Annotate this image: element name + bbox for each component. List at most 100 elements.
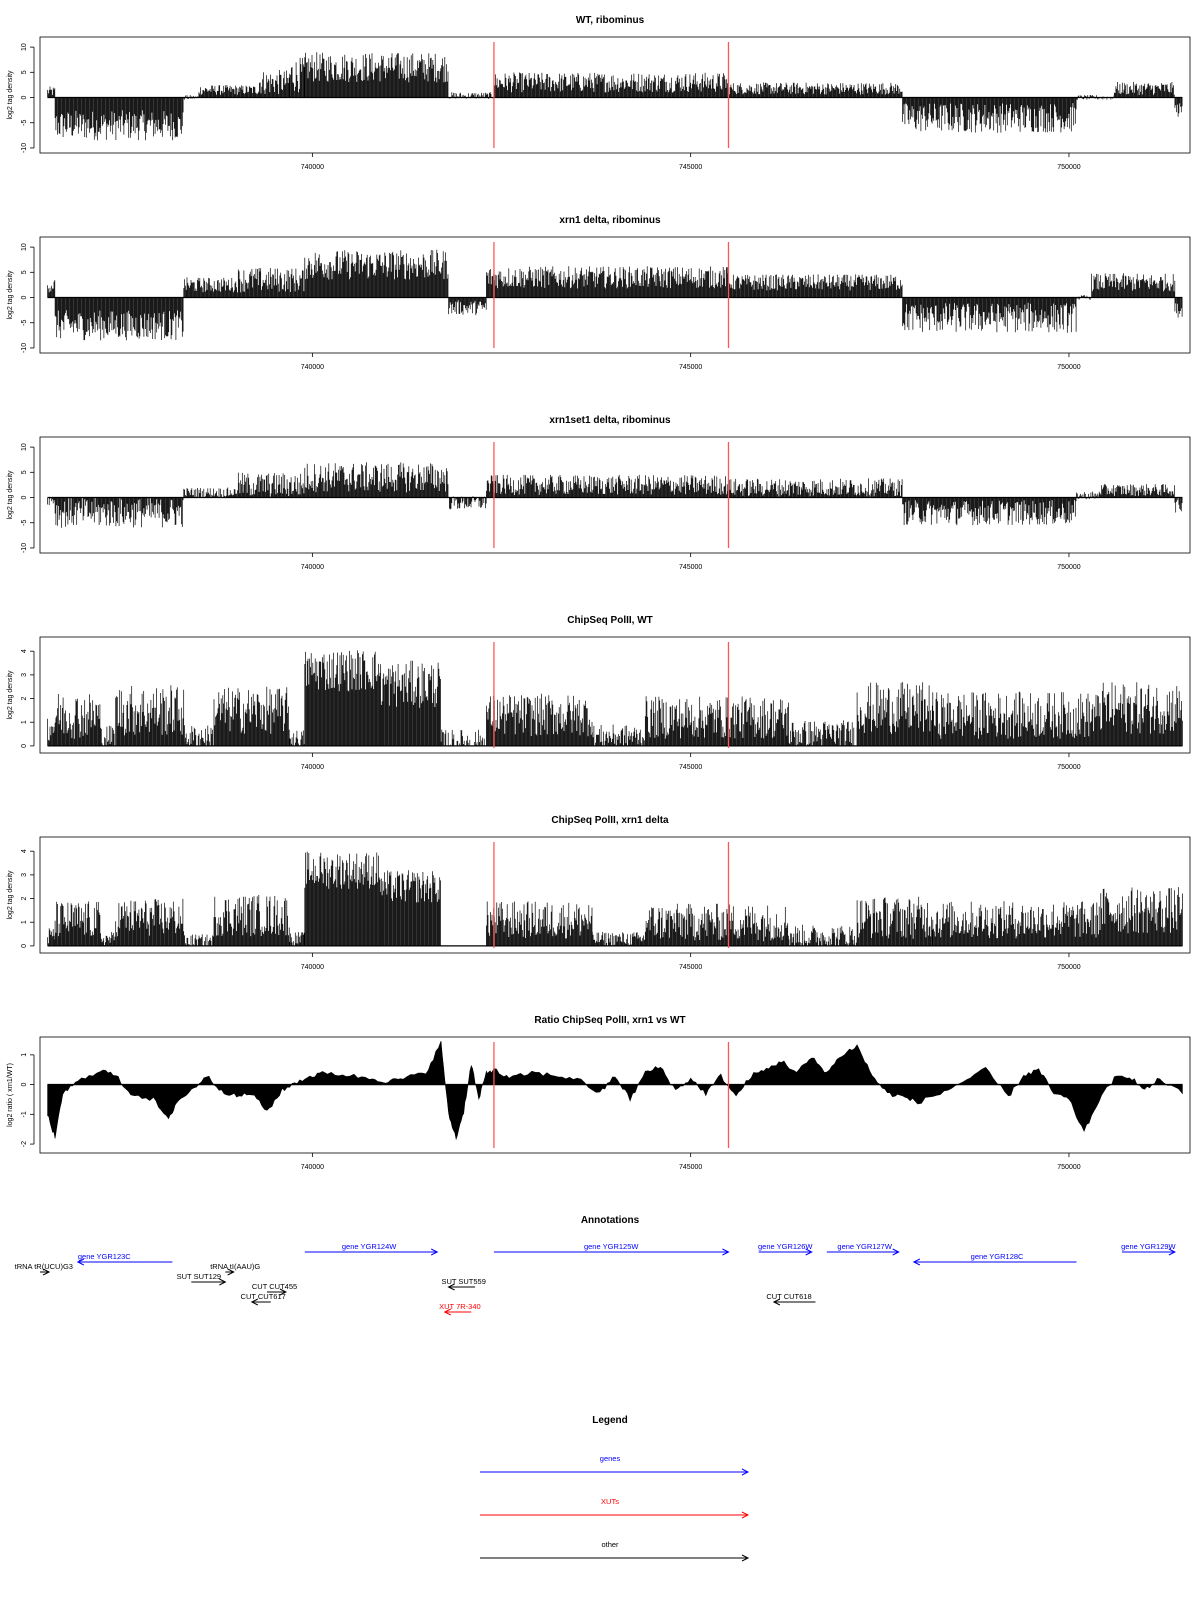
panel-title: xrn1set1 delta, ribominus: [549, 415, 671, 426]
y-axis-label: log2 tag density: [7, 270, 14, 320]
arrow-head: [805, 1248, 813, 1256]
legend-label: other: [601, 1540, 619, 1549]
data-bars: [47, 650, 1183, 746]
x-tick-label: 750000: [1057, 964, 1080, 971]
y-tick-label: -5: [21, 320, 28, 326]
y-tick-label: 1: [21, 920, 28, 924]
panel-title: Ratio ChipSeq PolII, xrn1 vs WT: [534, 1015, 685, 1026]
x-tick-label: 740000: [301, 1164, 324, 1171]
x-tick-label: 745000: [679, 364, 702, 371]
arrow-head: [1168, 1248, 1176, 1256]
y-tick-label: -10: [21, 143, 28, 153]
y-tick-label: -5: [21, 520, 28, 526]
feature-label: gene YGR127W: [837, 1242, 892, 1251]
x-tick-label: 740000: [301, 764, 324, 771]
y-tick-label: 4: [21, 849, 28, 853]
panel-title: WT, ribominus: [576, 15, 645, 26]
y-tick-label: 5: [21, 270, 28, 274]
y-tick-label: 5: [21, 470, 28, 474]
y-axis-label: log2 tag density: [7, 470, 14, 520]
plot-frame: [39, 36, 1191, 154]
ratio-area: [47, 1040, 1183, 1141]
panel-title: xrn1 delta, ribominus: [559, 215, 661, 226]
x-tick-label: 750000: [1057, 1164, 1080, 1171]
y-tick-label: -5: [21, 120, 28, 126]
feature-label: SUT SUT129: [177, 1272, 221, 1281]
x-tick-label: 750000: [1057, 764, 1080, 771]
arrow-head: [227, 1268, 235, 1276]
arrow-head: [912, 1258, 921, 1266]
feature-label: gene YGR125W: [584, 1242, 639, 1251]
y-tick-label: -1: [21, 1111, 28, 1117]
panel-5: ChipSeq PolII, xrn1 delta 0 1 2 3 4 log2 tag d…: [7, 815, 1191, 971]
data-bars: [47, 851, 1183, 946]
data-bars: [47, 249, 1183, 341]
feature-label: tRNA tI(AAU)G: [210, 1262, 260, 1271]
arrow-head: [892, 1248, 900, 1256]
panel-1: WT, ribominus -10 -5 0 5 10 log2 tag density 74…: [7, 15, 1191, 171]
x-tick-label: 740000: [301, 964, 324, 971]
y-tick-label: 0: [21, 1083, 28, 1087]
x-tick-label: 750000: [1057, 364, 1080, 371]
feature-label: gene YGR128C: [971, 1252, 1024, 1261]
x-tick-label: 745000: [679, 564, 702, 571]
panel-4: ChipSeq PolII, WT 0 1 2 3 4 log2 tag density 74…: [7, 615, 1191, 771]
y-tick-label: 2: [21, 697, 28, 701]
y-tick-label: 3: [21, 873, 28, 877]
arrow-head: [443, 1308, 451, 1316]
feature-label: gene YGR124W: [342, 1242, 397, 1251]
feature-label: gene YGR126W: [758, 1242, 813, 1251]
arrow-head: [279, 1288, 288, 1296]
y-axis-label: log2 tag density: [7, 70, 14, 120]
y-tick-label: -2: [21, 1141, 28, 1147]
y-tick-label: 0: [21, 944, 28, 948]
arrow-head: [741, 1554, 750, 1562]
arrow-head: [250, 1298, 259, 1306]
y-tick-label: 5: [21, 70, 28, 74]
arrow-head: [741, 1468, 750, 1476]
legend-label: genes: [600, 1454, 621, 1463]
feature-label: SUT SUT559: [441, 1277, 485, 1286]
x-tick-label: 745000: [679, 764, 702, 771]
panel-3: xrn1set1 delta, ribominus -10 -5 0 5 10 log2 t…: [7, 415, 1191, 571]
x-tick-label: 745000: [679, 164, 702, 171]
y-tick-label: -10: [21, 343, 28, 353]
x-tick-label: 740000: [301, 164, 324, 171]
y-tick-label: 10: [21, 443, 28, 451]
panel-title: ChipSeq PolII, xrn1 delta: [551, 815, 669, 826]
arrow-head: [219, 1278, 227, 1286]
x-tick-label: 750000: [1057, 564, 1080, 571]
legend-title: Legend: [592, 1415, 628, 1426]
y-tick-label: 4: [21, 649, 28, 653]
y-tick-label: 0: [21, 495, 28, 499]
data-bars: [47, 462, 1183, 528]
y-axis-label: log2 tag density: [7, 870, 14, 920]
y-tick-label: 2: [21, 897, 28, 901]
arrow-head: [42, 1268, 51, 1276]
feature-label: XUT 7R-340: [439, 1302, 481, 1311]
feature-label: CUT CUT618: [766, 1292, 811, 1301]
x-tick-label: 740000: [301, 564, 324, 571]
panel-title: ChipSeq PolII, WT: [567, 615, 653, 626]
panel-2: xrn1 delta, ribominus -10 -5 0 5 10 log2 tag d…: [7, 215, 1191, 371]
arrow-head: [741, 1511, 750, 1519]
y-tick-label: 0: [21, 295, 28, 299]
y-axis-label: log2 ratio ( xrn1/WT): [7, 1063, 14, 1127]
feature-label: CUT CUT455: [252, 1282, 297, 1291]
arrow-head: [722, 1248, 730, 1256]
plot-frame: [39, 836, 1191, 954]
plot-frame: [39, 236, 1191, 354]
feature-label: CUT CUT617: [241, 1292, 286, 1301]
arrow-head: [447, 1283, 455, 1291]
annotations-title: Annotations: [581, 1215, 640, 1226]
plot-frame: [39, 1036, 1191, 1154]
data-bars: [47, 52, 1183, 141]
y-tick-label: 1: [21, 1053, 28, 1057]
y-tick-label: 10: [21, 43, 28, 51]
y-tick-label: -10: [21, 543, 28, 553]
arrow-head: [76, 1258, 85, 1266]
arrow-head: [772, 1298, 781, 1306]
x-tick-label: 745000: [679, 964, 702, 971]
feature-label: tRNA tR(UCU)G3: [15, 1262, 73, 1271]
